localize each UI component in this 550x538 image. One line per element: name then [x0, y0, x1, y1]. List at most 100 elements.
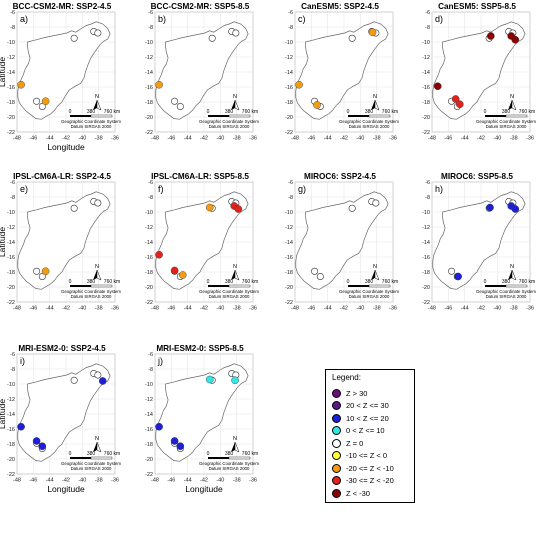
north-arrow-icon	[93, 100, 97, 110]
x-tick-label: -38	[233, 306, 241, 312]
legend-label: -20 <= Z < -10	[346, 463, 394, 473]
x-tick-label: -48	[13, 306, 21, 312]
scale-label: 760 km	[519, 109, 535, 115]
station-marker	[17, 80, 25, 89]
x-tick-label: -40	[356, 306, 364, 312]
crs-line: Datum SIRGAS 2000	[209, 466, 250, 471]
scale-label: 0	[484, 109, 487, 115]
y-tick-label: -12	[145, 397, 153, 403]
y-tick-label: -10	[7, 40, 15, 46]
y-tick-label: -22	[145, 130, 153, 136]
crs-line: Datum SIRGAS 2000	[349, 294, 390, 299]
x-tick-label: -46	[29, 478, 37, 484]
station-marker-empty	[372, 199, 380, 207]
x-tick-label: -46	[29, 306, 37, 312]
scale-bar	[368, 284, 391, 288]
legend-swatch	[332, 463, 341, 473]
y-tick-label: -12	[285, 55, 293, 61]
north-arrow-icon	[96, 441, 102, 453]
north-arrow-icon	[93, 442, 97, 452]
north-label: N	[95, 436, 99, 442]
legend-item: 0 < Z <= 10	[332, 425, 385, 437]
x-axis-label: Longitude	[47, 142, 85, 152]
y-tick-label: -16	[285, 255, 293, 261]
scale-label: 380	[225, 279, 234, 285]
crs-line: Datum SIRGAS 2000	[209, 124, 250, 129]
panel-letter: g)	[298, 184, 306, 194]
y-tick-label: -6	[425, 10, 430, 16]
crs-line: Geographic Coordinate System	[61, 461, 121, 466]
y-tick-label: -20	[145, 115, 153, 121]
station-marker-empty	[316, 272, 324, 280]
x-tick-label: -38	[373, 136, 381, 142]
x-tick-label: -44	[184, 306, 192, 312]
crs-line: Datum SIRGAS 2000	[71, 124, 112, 129]
y-tick-label: -20	[422, 115, 430, 121]
legend-swatch	[332, 401, 341, 410]
scale-label: 760 km	[382, 279, 398, 285]
state-outline	[432, 191, 526, 290]
y-tick-label: -12	[145, 55, 153, 61]
map-panel: -48 -46 -44 -42 -40 -38 -36 -6 -8 -10 -12 -14 -16 -18…	[145, 2, 259, 142]
north-label: N	[373, 264, 377, 270]
x-tick-label: -36	[249, 478, 257, 484]
north-arrow-icon	[511, 99, 517, 111]
scale-label: 0	[69, 109, 72, 115]
y-tick-label: -16	[145, 85, 153, 91]
map-panel: -48 -46 -44 -42 -40 -38 -36 -6 -8 -10 -12 -14 -16 -18…	[145, 172, 259, 312]
scale-label: 0	[207, 109, 210, 115]
scale-bar	[485, 115, 506, 117]
scale-label: 760 km	[382, 109, 398, 115]
x-tick-label: -44	[46, 136, 54, 142]
y-tick-label: -20	[7, 285, 15, 291]
crs-line: Datum SIRGAS 2000	[349, 124, 390, 129]
x-tick-label: -48	[291, 306, 299, 312]
x-tick-label: -38	[95, 136, 103, 142]
y-tick-label: -10	[145, 382, 153, 388]
x-tick-label: -46	[167, 478, 175, 484]
map-panel: -48 -46 -44 -42 -40 -38 -36 -6 -8 -10 -12 -14 -16 -18…	[0, 344, 121, 494]
legend-item: -30 <= Z < -20	[332, 475, 394, 487]
scale-label: 760 km	[242, 451, 258, 457]
legend-item: Z = 0	[332, 437, 363, 449]
y-tick-label: -8	[10, 367, 15, 373]
x-tick-label: -44	[324, 136, 332, 142]
x-tick-label: -44	[184, 478, 192, 484]
panel-letter: a)	[20, 14, 28, 24]
y-tick-label: -10	[285, 210, 293, 216]
y-tick-label: -12	[145, 225, 153, 231]
y-tick-label: -22	[7, 472, 15, 478]
legend-item: Z > 30	[332, 387, 367, 399]
y-tick-label: -16	[7, 85, 15, 91]
scale-label: 380	[502, 279, 511, 285]
north-label: N	[233, 94, 237, 100]
legend-label: Z > 30	[346, 388, 368, 398]
crs-line: Geographic Coordinate System	[476, 289, 536, 294]
y-tick-label: -20	[285, 285, 293, 291]
y-tick-label: -8	[425, 195, 430, 201]
legend-label: -30 <= Z < -20	[346, 476, 394, 485]
y-tick-label: -18	[285, 270, 293, 276]
map-panel: -48 -46 -44 -42 -40 -38 -36 -6 -8 -10 -12 -14 -16 -18…	[422, 2, 536, 142]
north-arrow-icon	[508, 100, 512, 110]
scale-bar	[70, 285, 91, 287]
x-tick-label: -36	[111, 136, 119, 142]
scale-bar	[368, 114, 391, 118]
y-tick-label: -8	[10, 195, 15, 201]
y-axis-label: Latitude	[0, 399, 7, 430]
scale-label: 0	[484, 279, 487, 285]
y-tick-label: -22	[145, 472, 153, 478]
y-tick-label: -10	[422, 40, 430, 46]
north-arrow-icon	[96, 269, 102, 281]
panel-letter: h)	[435, 184, 443, 194]
station-marker	[511, 35, 520, 44]
y-axis-label: Latitude	[0, 57, 7, 88]
scale-bar	[208, 285, 229, 287]
scale-label: 0	[207, 279, 210, 285]
scale-label: 0	[347, 279, 350, 285]
crs-line: Geographic Coordinate System	[476, 119, 536, 124]
legend-label: -10 <= Z < 0	[346, 451, 388, 460]
y-tick-label: -8	[10, 25, 15, 31]
north-arrow-icon	[93, 270, 97, 280]
north-arrow-icon	[508, 270, 512, 280]
